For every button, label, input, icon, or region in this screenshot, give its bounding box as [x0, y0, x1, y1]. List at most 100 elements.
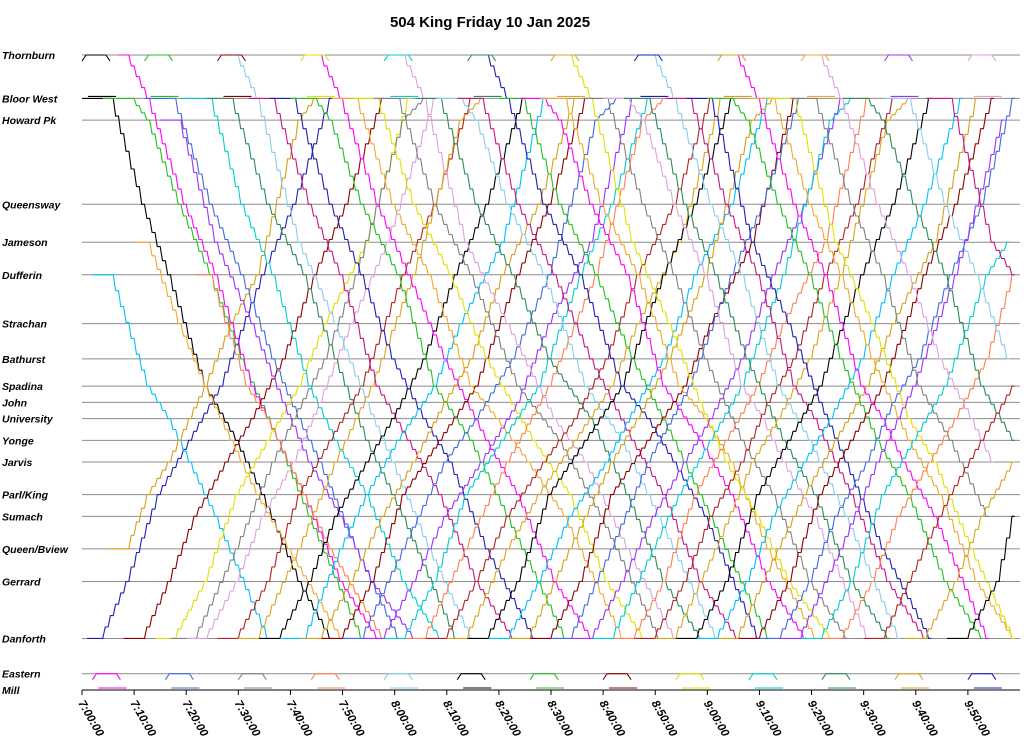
- trip-line: [728, 54, 989, 639]
- x-axis-ticks: 7:00:00 7:10:00 7:20:00 7:30:00 7:40:00 7:50:…: [75, 689, 1020, 740]
- station-label-eastern: Eastern: [2, 669, 41, 681]
- trip-lines: [81, 54, 1015, 689]
- station-label-dufferin: Dufferin: [2, 270, 42, 282]
- short-turn-line: [717, 54, 752, 97]
- short-turn-line: [602, 673, 638, 689]
- station-label-thornburn: Thornburn: [2, 50, 55, 62]
- trip-line: [227, 54, 473, 639]
- trip-line: [551, 97, 802, 639]
- trip-line: [634, 97, 895, 639]
- trip-line: [707, 97, 984, 639]
- trip-line: [394, 54, 677, 639]
- trip-line: [436, 97, 718, 639]
- short-turn-line: [550, 54, 585, 97]
- x-tick-label: 9:00:00: [701, 699, 732, 740]
- short-turn-line: [884, 54, 919, 97]
- trip-line: [644, 54, 901, 639]
- trip-line: [123, 97, 385, 639]
- x-tick-label: 8:30:00: [544, 699, 575, 740]
- station-label-jameson: Jameson: [2, 237, 48, 249]
- short-turn-line: [310, 673, 346, 689]
- trip-line: [170, 97, 426, 639]
- trip-line: [248, 97, 515, 639]
- trip-line: [884, 97, 1010, 360]
- station-label-bloor-west: Bloor West: [2, 93, 58, 105]
- station-label-university: University: [2, 414, 54, 426]
- station-label-strachan: Strachan: [2, 319, 47, 331]
- short-turn-line: [967, 54, 1002, 97]
- short-turn-line: [748, 673, 784, 689]
- short-turn-line: [383, 54, 419, 97]
- trip-line: [181, 97, 442, 639]
- short-turn-line: [675, 673, 711, 689]
- trip-line: [624, 97, 890, 639]
- trip-line: [926, 97, 1015, 276]
- trip-line: [160, 119, 416, 639]
- station-label-parl-king: Parl/King: [2, 490, 49, 502]
- station-label-jarvis: Jarvis: [2, 457, 33, 469]
- trip-line: [405, 97, 666, 639]
- x-tick-label: 8:50:00: [649, 699, 680, 740]
- x-tick-label: 9:30:00: [857, 699, 888, 740]
- trip-line: [478, 54, 760, 639]
- x-tick-label: 7:00:00: [75, 699, 106, 740]
- trip-line: [676, 97, 932, 639]
- short-turn-line: [91, 673, 127, 689]
- short-turn-line: [967, 673, 1002, 689]
- x-tick-label: 7:20:00: [180, 699, 211, 740]
- trip-line: [353, 97, 645, 639]
- station-labels: Thornburn Bloor West Howard Pk Queensway Jam…: [2, 50, 69, 697]
- trip-line: [207, 97, 458, 639]
- trip-line: [759, 97, 1015, 639]
- short-turn-line: [217, 54, 252, 97]
- trip-line: [863, 385, 1015, 639]
- trip-line: [749, 97, 1015, 639]
- trip-line: [519, 97, 807, 639]
- trip-line: [425, 97, 713, 639]
- trip-line: [790, 97, 989, 517]
- short-turn-line: [633, 54, 669, 97]
- station-label-yonge: Yonge: [2, 435, 34, 447]
- x-tick-label: 8:10:00: [440, 699, 471, 740]
- station-label-mill: Mill: [2, 685, 21, 697]
- trip-line: [561, 54, 833, 639]
- station-label-queen-bview: Queen/Bview: [2, 544, 69, 556]
- x-tick-label: 8:00:00: [388, 699, 419, 740]
- trip-line: [582, 97, 848, 639]
- trip-line: [822, 274, 1015, 639]
- station-label-spadina: Spadina: [2, 381, 43, 393]
- trip-line: [947, 515, 1015, 639]
- trip-line: [603, 97, 869, 639]
- short-turn-line: [467, 54, 502, 97]
- trip-line: [498, 97, 770, 639]
- trip-line: [363, 97, 635, 639]
- x-tick-label: 9:20:00: [805, 699, 836, 740]
- station-label-sumach: Sumach: [2, 511, 43, 523]
- trip-line: [488, 97, 770, 639]
- trip-line: [280, 97, 546, 639]
- short-turn-line: [456, 673, 492, 689]
- short-turn-line: [81, 54, 116, 97]
- trip-line: [311, 54, 593, 639]
- trip-line: [332, 97, 624, 639]
- trip-line: [780, 119, 1005, 639]
- trip-line: [217, 97, 473, 639]
- trip-line: [300, 97, 578, 639]
- trip-line: [842, 97, 1015, 441]
- trip-line: [811, 54, 994, 463]
- short-turn-line: [800, 54, 836, 97]
- trip-line: [144, 97, 400, 639]
- x-tick-label: 7:50:00: [336, 699, 367, 740]
- trip-line: [665, 97, 927, 639]
- trip-line: [686, 97, 932, 639]
- trip-line: [769, 97, 1015, 639]
- station-label-queensway: Queensway: [2, 199, 62, 211]
- trip-line: [238, 97, 484, 639]
- trip-line: [415, 97, 703, 639]
- trip-line: [717, 97, 979, 639]
- x-tick-label: 9:10:00: [753, 699, 784, 740]
- x-tick-label: 8:40:00: [597, 699, 628, 740]
- trip-line: [384, 97, 650, 639]
- x-tick-label: 8:20:00: [492, 699, 523, 740]
